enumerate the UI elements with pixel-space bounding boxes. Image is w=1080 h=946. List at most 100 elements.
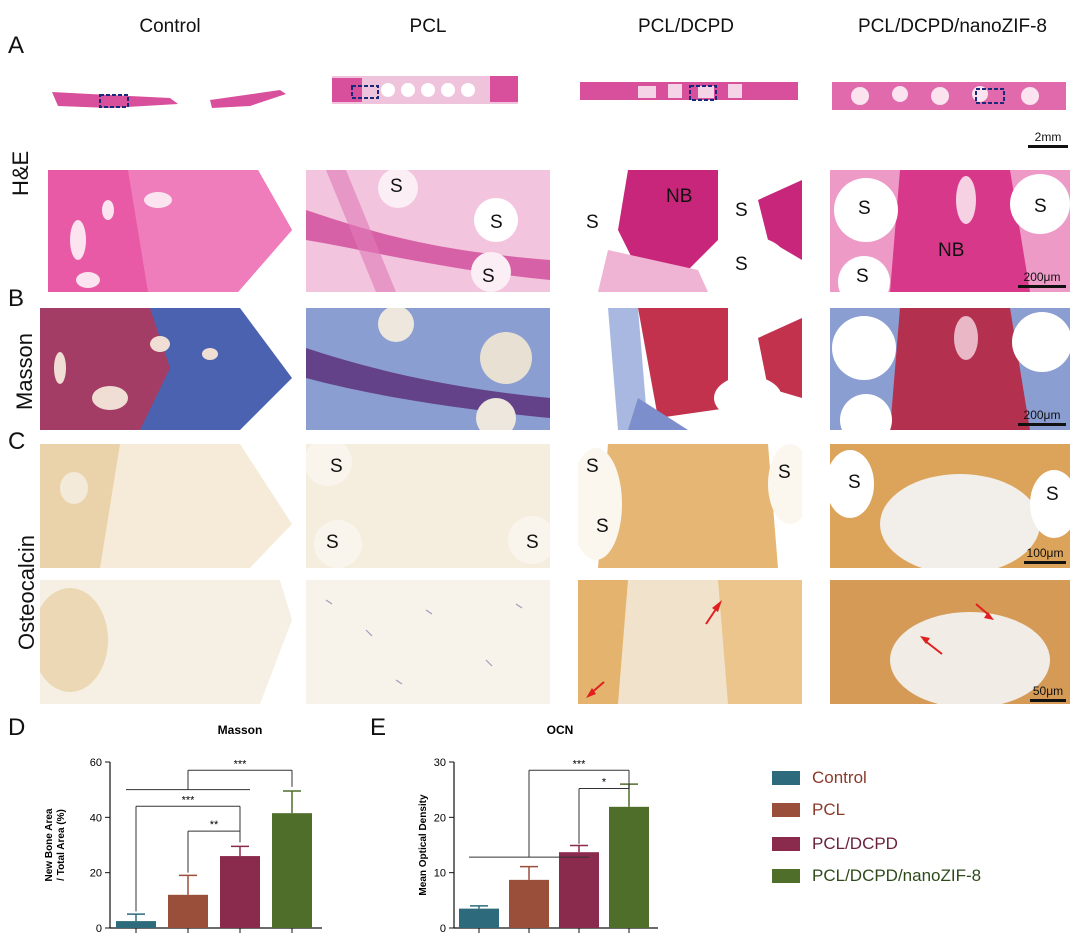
ocn-high-pcl-dcpd-nanozif8-image xyxy=(830,580,1070,704)
he-pcl-dcpd-image xyxy=(578,170,802,292)
ocn-pcl-scaffold-label: S xyxy=(526,532,539,553)
scale-bar-masson-label: 200μm xyxy=(1023,408,1061,422)
ocn-dcpd-scaffold-label: S xyxy=(596,516,609,537)
scale-bar-he-line xyxy=(1018,285,1066,288)
masson-bar-2 xyxy=(220,856,260,928)
ocn-zif-scaffold-label: S xyxy=(1046,484,1059,505)
legend-item-pcl-dcpd: PCL/DCPD xyxy=(772,834,898,854)
legend-label-pcl-dcpd-nanozif8: PCL/DCPD/nanoZIF-8 xyxy=(812,866,982,885)
ocn-low-pcl-image xyxy=(306,444,550,568)
masson-significance-label: *** xyxy=(182,794,196,806)
he-zif-scaffold-label: S xyxy=(1034,196,1047,217)
scale-bar-masson: 200μm xyxy=(1018,408,1066,426)
legend-label-pcl-dcpd: PCL/DCPD xyxy=(812,834,898,853)
masson-bar-0 xyxy=(116,921,156,928)
masson-bar-chart: Masson New Bone Area/ Total Area (%) 0 20 40… xyxy=(44,723,322,935)
masson-y-axis-label-line: / Total Area (%) xyxy=(56,809,67,881)
he-zif-new-bone-label: NB xyxy=(938,240,965,261)
ocn-high-pcl-image xyxy=(306,580,550,704)
ocn-significance-label: * xyxy=(602,777,607,789)
he-dcpd-scaffold-label: S xyxy=(735,254,748,275)
he-dcpd-scaffold-label: S xyxy=(586,212,599,233)
scale-bar-ocn-low: 100μm xyxy=(1024,546,1066,564)
scale-bar-ocn-high-line xyxy=(1030,699,1066,702)
ocn-high-pcl-dcpd-image xyxy=(578,580,802,704)
row-label-osteocalcin: Osteocalcin xyxy=(14,535,39,650)
scale-bar-ocn-low-label: 100μm xyxy=(1026,546,1064,560)
overview-pcl-dcpd-nanozif8-image xyxy=(830,76,1068,114)
he-zif-scaffold-label: S xyxy=(856,266,869,287)
column-header-control: Control xyxy=(139,16,201,37)
he-pcl-dcpd-nanozif8-image xyxy=(830,170,1070,292)
column-header-pcl-dcpd: PCL/DCPD xyxy=(637,16,735,37)
scale-bar-ocn-high-label: 50μm xyxy=(1032,684,1064,698)
masson-y-tick-label: 0 xyxy=(96,923,102,935)
masson-y-tick-label: 40 xyxy=(90,812,102,824)
masson-y-axis-label: New Bone Area/ Total Area (%) xyxy=(44,808,67,881)
masson-bar-3 xyxy=(272,813,312,928)
masson-y-tick-label: 60 xyxy=(90,757,102,769)
scale-bar-ocn-low-line xyxy=(1024,561,1066,564)
row-label-masson: Masson xyxy=(12,332,37,410)
legend-item-pcl: PCL xyxy=(772,800,845,820)
scale-bar-he: 200μm xyxy=(1018,270,1066,288)
masson-chart-title: Masson xyxy=(218,723,263,737)
ocn-y-tick-label: 20 xyxy=(434,812,446,824)
legend-label-pcl: PCL xyxy=(812,800,846,819)
ocn-significance-label: *** xyxy=(573,758,587,770)
legend-swatch-control xyxy=(772,771,800,785)
panel-letter-b: B xyxy=(8,285,25,312)
he-pcl-image xyxy=(306,170,550,292)
legend-item-pcl-dcpd-nanozif8: PCL/DCPD/nanoZIF-8 xyxy=(772,866,981,886)
masson-y-axis-label-line: New Bone Area xyxy=(44,808,55,881)
masson-control-image xyxy=(40,308,292,430)
ocn-dcpd-scaffold-label: S xyxy=(778,462,791,483)
ocn-pcl-scaffold-label: S xyxy=(330,456,343,477)
masson-pcl-dcpd-nanozif8-image xyxy=(830,308,1070,430)
he-zif-scaffold-label: S xyxy=(858,198,871,219)
column-header-pcl-dcpd-nanozif8: PCL/DCPD/nanoZIF-8 xyxy=(857,16,1047,37)
ocn-bar-0 xyxy=(459,908,499,928)
overview-pcl-image xyxy=(330,70,520,108)
ocn-low-pcl-dcpd-nanozif8-image xyxy=(830,444,1070,568)
ocn-low-control-image xyxy=(40,444,292,568)
ocn-pcl-scaffold-label: S xyxy=(326,532,339,553)
he-pcl-scaffold-label: S xyxy=(482,266,495,287)
overview-control-image xyxy=(50,78,290,112)
panel-letter-e: E xyxy=(370,714,387,741)
ocn-bar-3 xyxy=(609,806,649,928)
panel-letter-c: C xyxy=(8,428,26,455)
ocn-dcpd-scaffold-label: S xyxy=(586,456,599,477)
legend-swatch-pcl-dcpd-nanozif8 xyxy=(772,869,800,883)
scale-bar-masson-line xyxy=(1018,423,1066,426)
legend-swatch-pcl-dcpd xyxy=(772,837,800,851)
legend-item-control: Control xyxy=(772,768,867,788)
legend-swatch-pcl xyxy=(772,803,800,817)
he-pcl-scaffold-label: S xyxy=(390,176,403,197)
scale-bar-overview-line xyxy=(1028,145,1068,148)
he-dcpd-scaffold-label: S xyxy=(735,200,748,221)
masson-bar-1 xyxy=(168,894,208,928)
ocn-bar-1 xyxy=(509,879,549,928)
ocn-high-control-image xyxy=(40,580,292,704)
ocn-y-tick-label: 10 xyxy=(434,868,446,880)
masson-significance-label: ** xyxy=(210,819,219,831)
masson-pcl-dcpd-image xyxy=(578,308,802,430)
masson-pcl-image xyxy=(306,308,550,430)
scale-bar-ocn-high: 50μm xyxy=(1030,684,1066,702)
masson-y-tick-label: 20 xyxy=(90,868,102,880)
panel-letter-d: D xyxy=(8,714,26,741)
panel-letter-a: A xyxy=(8,32,25,59)
scale-bar-he-label: 200μm xyxy=(1023,270,1061,284)
ocn-y-tick-label: 30 xyxy=(434,757,446,769)
ocn-low-pcl-dcpd-image xyxy=(578,444,802,568)
scale-bar-overview-label: 2mm xyxy=(1034,130,1062,144)
ocn-y-axis-label: Mean Optical Density xyxy=(418,794,429,896)
overview-pcl-dcpd-image xyxy=(578,76,800,106)
he-pcl-scaffold-label: S xyxy=(490,212,503,233)
scale-bar-overview: 2mm xyxy=(1028,130,1068,148)
ocn-bar-2 xyxy=(559,852,599,928)
ocn-y-axis-label-line: Mean Optical Density xyxy=(418,794,429,896)
he-control-image xyxy=(48,170,292,292)
